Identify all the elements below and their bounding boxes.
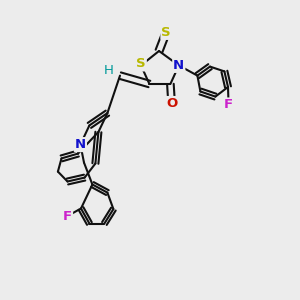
Text: N: N	[173, 59, 184, 72]
Text: H: H	[104, 64, 113, 77]
Text: S: S	[136, 57, 146, 70]
Text: N: N	[75, 138, 86, 151]
Text: F: F	[63, 209, 72, 223]
Text: O: O	[166, 97, 177, 110]
Text: S: S	[161, 26, 171, 39]
Text: F: F	[224, 98, 233, 112]
